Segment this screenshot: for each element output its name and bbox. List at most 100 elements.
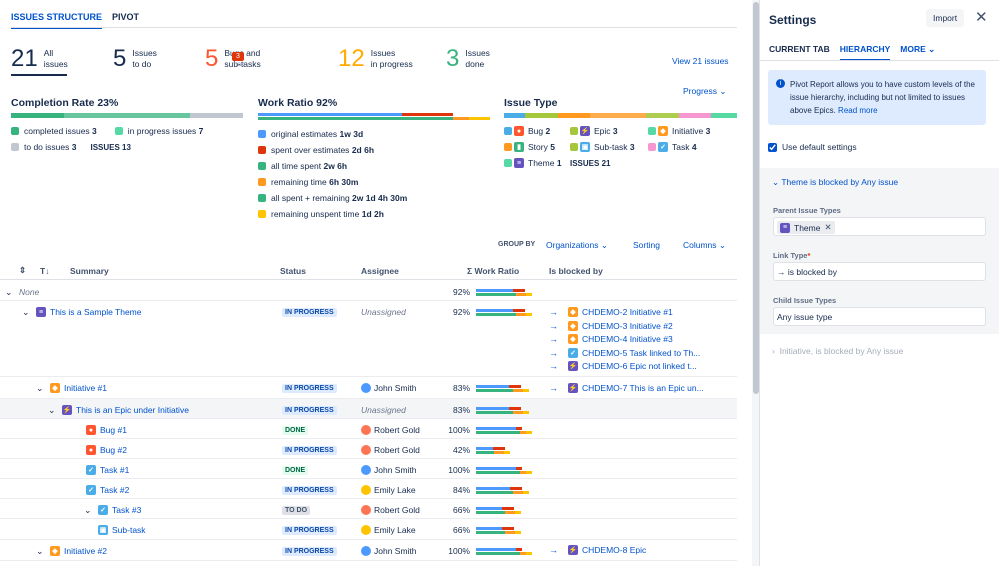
- stat-all-issues[interactable]: 21 All issues: [11, 45, 93, 76]
- parent-types-field[interactable]: ≡ Theme ✕: [773, 217, 986, 236]
- status-lozenge[interactable]: TO DO: [282, 505, 311, 515]
- link-type-select[interactable]: → is blocked by: [773, 262, 986, 281]
- stat-issues-to-do[interactable]: 5 Issues to do: [113, 45, 185, 73]
- table-row[interactable]: ● Bug #1 DONE Robert Gold 100%: [0, 419, 737, 439]
- table-row[interactable]: ✓ Task #1 DONE John Smith 100%: [0, 459, 737, 479]
- status-lozenge[interactable]: IN PROGRESS: [282, 445, 337, 455]
- blocked-by-link[interactable]: → ◆ CHDEMO-3 Initiative #2: [549, 319, 673, 333]
- col-status[interactable]: Status: [280, 265, 306, 276]
- chevron-down-icon[interactable]: ⌄: [22, 306, 30, 317]
- stat-bugs-subtasks[interactable]: 5Bugs and sub-tasks: [205, 45, 318, 73]
- legend-swatch: [258, 146, 266, 154]
- chevron-down-icon[interactable]: ⌄: [84, 504, 92, 515]
- work-ratio-value: 92%: [452, 307, 470, 317]
- blocked-issue-key[interactable]: CHDEMO-8 Epic: [582, 545, 647, 555]
- table-row[interactable]: ⌄ ✓ Task #3 TO DO Robert Gold 66%: [0, 499, 737, 519]
- close-icon[interactable]: ✕: [975, 9, 988, 26]
- status-lozenge[interactable]: DONE: [282, 425, 309, 435]
- table-row[interactable]: ⌄ None 92%: [0, 281, 737, 301]
- import-button[interactable]: Import: [926, 9, 965, 27]
- tab-issues-structure[interactable]: ISSUES STRUCTURE: [11, 12, 103, 29]
- work-ratio-value: 66%: [452, 525, 470, 535]
- issue-summary[interactable]: Bug #1: [100, 425, 127, 435]
- view-issues-link[interactable]: View 21 issues: [672, 56, 729, 66]
- tab-pivot[interactable]: PIVOT: [112, 12, 140, 22]
- task-icon: ✓: [86, 485, 96, 495]
- col-work-ratio[interactable]: Σ Work Ratio: [467, 265, 520, 276]
- remove-tag-icon[interactable]: ✕: [824, 222, 832, 232]
- blocked-by-link[interactable]: → ✓ CHDEMO-5 Task linked to Th...: [549, 346, 700, 360]
- completion-total: ISSUES 13: [90, 142, 131, 152]
- chevron-down-icon: ⌄: [600, 240, 608, 250]
- blocked-by-link[interactable]: → ⚡ CHDEMO-8 Epic: [549, 543, 646, 557]
- issue-summary[interactable]: Task #2: [100, 485, 130, 495]
- blocked-issue-key[interactable]: CHDEMO-3 Initiative #2: [582, 320, 673, 331]
- chevron-down-icon[interactable]: ⌄: [36, 545, 44, 556]
- blocked-by-link[interactable]: → ⚡ CHDEMO-7 This is an Epic un...: [549, 381, 704, 395]
- work-ratio-minibar: [476, 288, 538, 297]
- status-lozenge[interactable]: IN PROGRESS: [282, 546, 337, 556]
- stat-label: Issues in progress: [370, 48, 413, 69]
- chevron-down-icon[interactable]: ⌄: [5, 286, 13, 297]
- issue-summary[interactable]: Initiative #2: [64, 546, 107, 556]
- issue-summary[interactable]: Initiative #1: [64, 383, 107, 393]
- status-lozenge[interactable]: IN PROGRESS: [282, 383, 337, 393]
- blocked-by-link[interactable]: → ⚡ CHDEMO-6 Epic not linked t...: [549, 359, 697, 373]
- expand-all-icon[interactable]: ⇕: [19, 265, 27, 275]
- sort-type-icon[interactable]: T↓: [40, 265, 50, 276]
- blocked-issue-key[interactable]: CHDEMO-5 Task linked to Th...: [582, 347, 701, 358]
- status-lozenge[interactable]: IN PROGRESS: [282, 525, 337, 535]
- issue-summary[interactable]: Bug #2: [100, 445, 127, 455]
- level1-toggle[interactable]: ⌄ Theme is blocked by Any issue: [772, 177, 899, 187]
- story-icon: ▮: [514, 142, 524, 152]
- col-blocked-by[interactable]: Is blocked by: [549, 265, 603, 276]
- chevron-down-icon[interactable]: ⌄: [36, 382, 44, 393]
- status-lozenge[interactable]: IN PROGRESS: [282, 405, 337, 415]
- blocked-issue-key[interactable]: CHDEMO-7 This is an Epic un...: [582, 383, 704, 393]
- blocked-by-link[interactable]: → ◆ CHDEMO-4 Initiative #3: [549, 332, 673, 346]
- blocked-by-link[interactable]: → ◆ CHDEMO-2 Initiative #1: [549, 305, 673, 319]
- table-row[interactable]: ● Bug #2 IN PROGRESS Robert Gold 42%: [0, 439, 737, 459]
- legend-value: 2w 6h: [323, 161, 348, 171]
- issue-summary[interactable]: Sub-task: [112, 525, 146, 535]
- default-settings-checkbox[interactable]: Use default settings: [768, 142, 857, 152]
- read-more-link[interactable]: Read more: [838, 106, 878, 115]
- issue-summary[interactable]: Task #1: [100, 465, 130, 475]
- col-summary[interactable]: Summary: [70, 265, 109, 276]
- legend-label: Story: [528, 142, 548, 152]
- legend-label: Epic: [594, 126, 611, 136]
- child-types-field[interactable]: Any issue type: [773, 307, 986, 326]
- stat-issues-in-progress[interactable]: 12 Issues in progress: [338, 45, 426, 73]
- table-row[interactable]: ⌄ ⚡ This is an Epic under Initiative IN PRO…: [0, 399, 737, 419]
- epic-icon: ⚡: [62, 405, 72, 415]
- status-lozenge[interactable]: IN PROGRESS: [282, 307, 337, 317]
- table-row[interactable]: ⌄ ≡ This is a Sample Theme IN PROGRESS Unass…: [0, 301, 737, 377]
- level2-toggle[interactable]: › Initiative, is blocked by Any issue: [772, 346, 904, 356]
- tab-hierarchy[interactable]: HIERARCHY: [839, 44, 891, 61]
- columns-dropdown[interactable]: Columns ⌄: [683, 240, 727, 250]
- col-assignee[interactable]: Assignee: [361, 265, 399, 276]
- issue-summary[interactable]: This is a Sample Theme: [50, 307, 142, 317]
- issue-summary[interactable]: This is an Epic under Initiative: [76, 405, 189, 415]
- chevron-down-icon[interactable]: ⌄: [48, 404, 56, 415]
- status-lozenge[interactable]: DONE: [282, 465, 309, 475]
- tab-current-tab[interactable]: CURRENT TAB: [769, 44, 830, 54]
- table-row[interactable]: ▣ Sub-task IN PROGRESS Emily Lake 66%: [0, 519, 737, 540]
- sorting-button[interactable]: Sorting: [633, 240, 660, 250]
- blocked-issue-key[interactable]: CHDEMO-2 Initiative #1: [582, 307, 673, 317]
- stat-issues-done[interactable]: 3 Issues done: [446, 45, 526, 73]
- default-settings-input[interactable]: [768, 142, 777, 152]
- progress-dropdown[interactable]: Progress ⌄: [683, 86, 727, 96]
- type-legend-story: ▮ Story 5: [504, 139, 570, 155]
- issue-summary[interactable]: Task #3: [112, 505, 142, 515]
- table-row[interactable]: ✓ Task #2 IN PROGRESS Emily Lake 84%: [0, 479, 737, 499]
- table-row[interactable]: ⌄ ◆ Initiative #1 IN PROGRESS John Smith 83%: [0, 377, 737, 399]
- epic-icon: ⚡: [568, 383, 578, 393]
- blocked-issue-key[interactable]: CHDEMO-6 Epic not linked t...: [582, 361, 697, 372]
- tab-more[interactable]: MORE ⌄: [900, 44, 936, 54]
- table-row[interactable]: ⌄ ◆ Initiative #2 IN PROGRESS John Smith 100%: [0, 540, 737, 561]
- group-by-dropdown[interactable]: Organizations ⌄: [546, 240, 608, 250]
- status-lozenge[interactable]: IN PROGRESS: [282, 485, 337, 495]
- blocked-issue-key[interactable]: CHDEMO-4 Initiative #3: [582, 334, 673, 345]
- main-scrollbar[interactable]: [752, 0, 760, 566]
